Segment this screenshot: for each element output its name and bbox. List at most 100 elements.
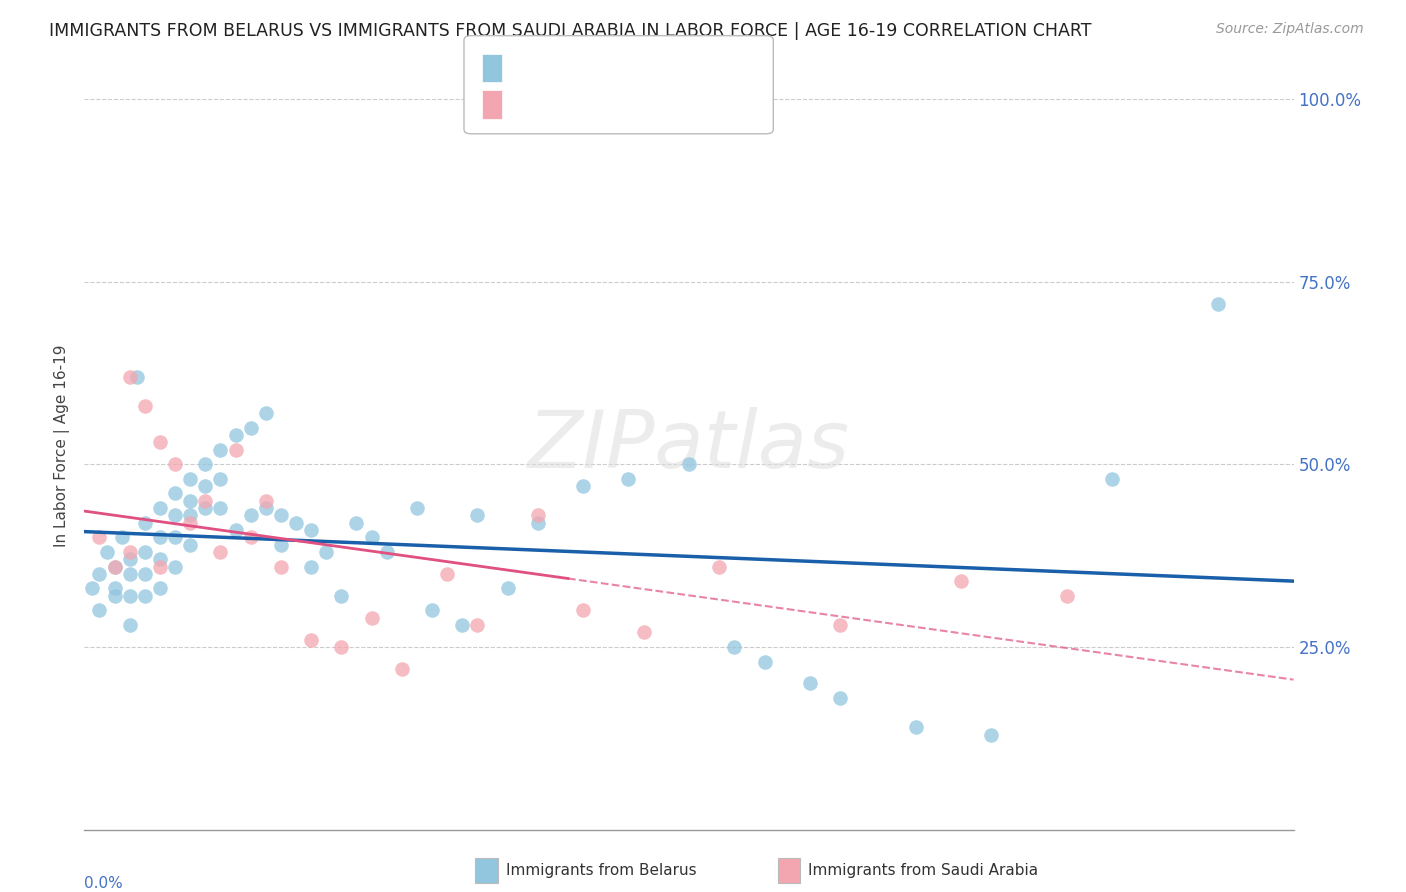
Point [270, 538, 292, 552]
Point [617, 472, 640, 486]
Point [111, 530, 134, 544]
Point [950, 574, 973, 589]
Point [134, 589, 156, 603]
Point [149, 559, 172, 574]
Point [104, 582, 127, 596]
Point [194, 479, 217, 493]
Point [179, 472, 201, 486]
Point [360, 530, 382, 544]
Point [270, 559, 292, 574]
Point [723, 640, 745, 654]
Point [104, 559, 127, 574]
Point [572, 479, 595, 493]
Point [134, 399, 156, 413]
Point [127, 369, 149, 384]
Y-axis label: In Labor Force | Age 16-19: In Labor Force | Age 16-19 [55, 344, 70, 548]
Point [179, 508, 201, 523]
Point [96, 545, 118, 559]
Point [165, 457, 187, 471]
Point [209, 501, 232, 516]
Point [134, 545, 156, 559]
Point [239, 421, 262, 435]
Point [104, 559, 127, 574]
Point [360, 610, 382, 624]
Text: Immigrants from Saudi Arabia: Immigrants from Saudi Arabia [808, 863, 1039, 878]
Point [134, 516, 156, 530]
Point [299, 559, 322, 574]
Point [451, 618, 474, 632]
Point [165, 508, 187, 523]
Point [149, 435, 172, 450]
Point [299, 523, 322, 537]
Point [179, 538, 201, 552]
Point [89, 566, 111, 581]
Point [165, 486, 187, 500]
Point [118, 618, 141, 632]
Text: 0.0%: 0.0% [84, 876, 124, 890]
Text: R = 0.387: R = 0.387 [513, 59, 605, 77]
Point [118, 589, 141, 603]
Text: N = 28: N = 28 [619, 95, 681, 113]
Point [209, 442, 232, 457]
Point [467, 618, 489, 632]
Point [165, 530, 187, 544]
Point [330, 589, 353, 603]
Point [830, 691, 852, 706]
Point [149, 530, 172, 544]
Text: R = -0.121: R = -0.121 [513, 95, 610, 113]
Point [406, 501, 429, 516]
Point [194, 457, 217, 471]
Point [391, 662, 413, 676]
Point [134, 566, 156, 581]
Point [496, 582, 519, 596]
Point [1206, 296, 1229, 310]
Point [149, 501, 172, 516]
Point [1101, 472, 1123, 486]
Point [270, 508, 292, 523]
Point [436, 566, 458, 581]
Point [904, 720, 927, 734]
Point [254, 501, 277, 516]
Point [239, 508, 262, 523]
Point [830, 618, 852, 632]
Point [89, 603, 111, 617]
Text: N = 68: N = 68 [619, 59, 681, 77]
Text: ZIPatlas: ZIPatlas [527, 407, 851, 485]
Point [165, 559, 187, 574]
Point [709, 559, 731, 574]
Point [209, 545, 232, 559]
Point [80, 582, 103, 596]
Point [527, 508, 550, 523]
Text: Immigrants from Belarus: Immigrants from Belarus [506, 863, 697, 878]
Point [315, 545, 337, 559]
Point [375, 545, 398, 559]
Point [149, 582, 172, 596]
Point [330, 640, 353, 654]
Point [285, 516, 308, 530]
Point [527, 516, 550, 530]
Point [225, 428, 247, 442]
Point [89, 530, 111, 544]
Point [209, 472, 232, 486]
Text: IMMIGRANTS FROM BELARUS VS IMMIGRANTS FROM SAUDI ARABIA IN LABOR FORCE | AGE 16-: IMMIGRANTS FROM BELARUS VS IMMIGRANTS FR… [49, 22, 1091, 40]
Point [118, 545, 141, 559]
Point [572, 603, 595, 617]
Point [346, 516, 368, 530]
Point [980, 728, 1002, 742]
Point [1056, 589, 1078, 603]
Point [118, 566, 141, 581]
Point [254, 406, 277, 420]
Point [420, 603, 443, 617]
Point [104, 589, 127, 603]
Point [194, 493, 217, 508]
Point [239, 530, 262, 544]
Text: Source: ZipAtlas.com: Source: ZipAtlas.com [1216, 22, 1364, 37]
Point [194, 501, 217, 516]
Point [225, 523, 247, 537]
Point [179, 516, 201, 530]
Point [799, 676, 821, 690]
Point [118, 369, 141, 384]
Point [633, 625, 655, 640]
Point [678, 457, 700, 471]
Point [254, 493, 277, 508]
